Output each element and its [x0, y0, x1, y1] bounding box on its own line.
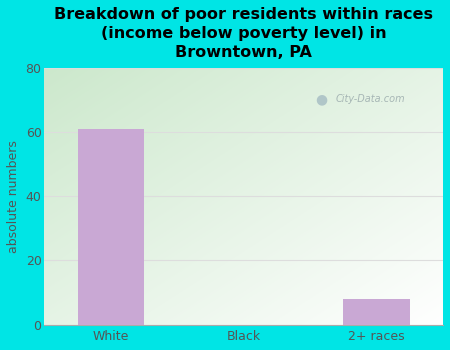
Text: City-Data.com: City-Data.com: [335, 94, 405, 104]
Bar: [343, 299, 410, 324]
Bar: [77, 129, 144, 324]
Y-axis label: absolute numbers: absolute numbers: [7, 140, 20, 253]
Title: Breakdown of poor residents within races
(income below poverty level) in
Brownto: Breakdown of poor residents within races…: [54, 7, 433, 60]
Text: ●: ●: [315, 93, 328, 107]
